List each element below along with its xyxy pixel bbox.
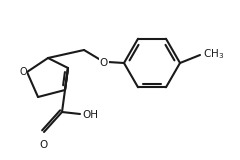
Text: O: O (39, 140, 47, 150)
Text: O: O (19, 67, 27, 77)
Text: O: O (100, 58, 108, 68)
Text: CH$_3$: CH$_3$ (203, 47, 224, 61)
Text: OH: OH (82, 110, 98, 120)
